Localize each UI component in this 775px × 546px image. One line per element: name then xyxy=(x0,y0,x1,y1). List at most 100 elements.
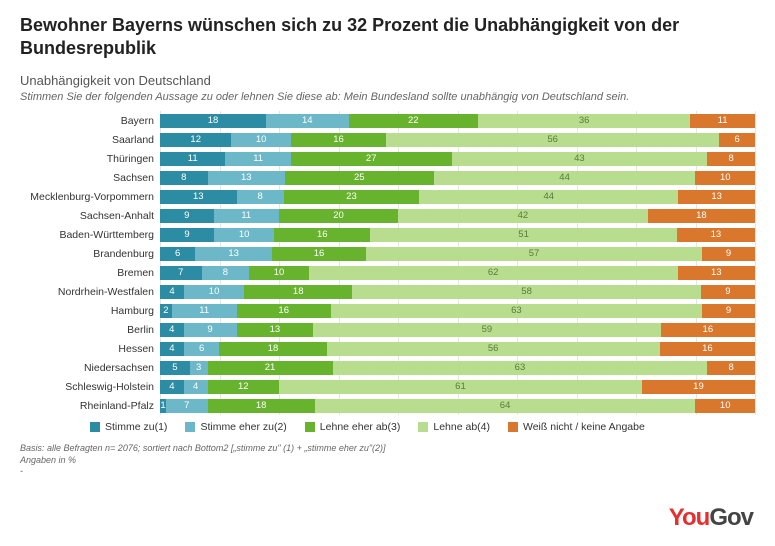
stacked-bar: 910165113 xyxy=(160,228,755,242)
basis-line-1: Basis: alle Befragten n= 2076; sortiert … xyxy=(20,443,755,455)
row-label: Baden-Württemberg xyxy=(20,229,160,241)
bar-segment: 13 xyxy=(678,190,755,204)
bar-segment: 9 xyxy=(702,304,755,318)
bar-segment: 6 xyxy=(160,247,195,261)
bar-segment: 10 xyxy=(214,228,274,242)
bar-segment: 10 xyxy=(695,171,755,185)
legend-label: Stimme eher zu(2) xyxy=(200,421,286,433)
logo-part-1: You xyxy=(669,504,710,531)
bar-segment: 21 xyxy=(208,361,333,375)
bar-segment: 16 xyxy=(661,323,755,337)
table-row: Sachsen813254410 xyxy=(160,168,755,187)
bar-segment: 10 xyxy=(184,285,244,299)
stacked-bar: 121016566 xyxy=(160,133,755,147)
table-row: Saarland121016566 xyxy=(160,130,755,149)
bar-segment: 12 xyxy=(160,133,231,147)
legend-item: Weiß nicht / keine Angabe xyxy=(508,421,645,433)
table-row: Baden-Württemberg910165113 xyxy=(160,225,755,244)
page-title: Bewohner Bayerns wünschen sich zu 32 Pro… xyxy=(20,14,755,59)
bar-segment: 18 xyxy=(160,114,266,128)
legend-item: Lehne ab(4) xyxy=(418,421,490,433)
bar-segment: 10 xyxy=(249,266,309,280)
bar-segment: 63 xyxy=(333,361,708,375)
row-label: Berlin xyxy=(20,324,160,336)
stacked-bar: 5321638 xyxy=(160,361,755,375)
row-label: Brandenburg xyxy=(20,248,160,260)
row-label: Hamburg xyxy=(20,305,160,317)
bar-segment: 13 xyxy=(160,190,237,204)
bar-segment: 20 xyxy=(279,209,398,223)
table-row: Schleswig-Holstein44126119 xyxy=(160,377,755,396)
bar-segment: 43 xyxy=(452,152,708,166)
bar-segment: 3 xyxy=(190,361,208,375)
bar-segment: 11 xyxy=(214,209,279,223)
bar-segment: 11 xyxy=(225,152,290,166)
bar-segment: 23 xyxy=(284,190,419,204)
bar-segment: 2 xyxy=(160,304,172,318)
bar-segment: 6 xyxy=(719,133,755,147)
bar-segment: 56 xyxy=(386,133,719,147)
table-row: Hamburg21116639 xyxy=(160,301,755,320)
bar-segment: 9 xyxy=(160,209,214,223)
row-label: Mecklenburg-Vorpommern xyxy=(20,191,160,203)
table-row: Brandenburg61316579 xyxy=(160,244,755,263)
bar-segment: 25 xyxy=(285,171,434,185)
stacked-bar: 111127438 xyxy=(160,152,755,166)
bar-segment: 10 xyxy=(231,133,291,147)
legend-label: Stimme zu(1) xyxy=(105,421,167,433)
stacked-bar: 78106213 xyxy=(160,266,755,280)
bar-segment: 56 xyxy=(327,342,660,356)
bar-segment: 9 xyxy=(702,247,755,261)
table-row: Hessen46185616 xyxy=(160,339,755,358)
stacked-bar: 813254410 xyxy=(160,171,755,185)
bar-segment: 63 xyxy=(331,304,702,318)
basis-dash: - xyxy=(20,466,755,478)
table-row: Bayern1814223611 xyxy=(160,111,755,130)
bar-segment: 13 xyxy=(678,266,755,280)
legend-swatch xyxy=(418,422,428,432)
row-label: Nordrhein-Westfalen xyxy=(20,286,160,298)
table-row: Rheinland-Pfalz17186410 xyxy=(160,396,755,415)
bar-segment: 4 xyxy=(184,380,208,394)
bar-segment: 9 xyxy=(184,323,237,337)
bar-segment: 8 xyxy=(237,190,284,204)
bar-segment: 4 xyxy=(160,285,184,299)
table-row: Berlin49135916 xyxy=(160,320,755,339)
bar-segment: 27 xyxy=(291,152,452,166)
row-label: Bayern xyxy=(20,115,160,127)
bar-segment: 6 xyxy=(184,342,220,356)
row-label: Hessen xyxy=(20,343,160,355)
bar-segment: 10 xyxy=(695,399,755,413)
table-row: Bremen78106213 xyxy=(160,263,755,282)
bar-segment: 18 xyxy=(208,399,315,413)
bar-segment: 18 xyxy=(648,209,755,223)
chart-legend: Stimme zu(1)Stimme eher zu(2)Lehne eher … xyxy=(90,421,755,433)
bar-segment: 36 xyxy=(478,114,690,128)
legend-swatch xyxy=(185,422,195,432)
bar-segment: 51 xyxy=(370,228,677,242)
row-label: Saarland xyxy=(20,134,160,146)
basis-line-2: Angaben in % xyxy=(20,455,755,467)
bar-segment: 13 xyxy=(237,323,314,337)
stacked-bar: 46185616 xyxy=(160,342,755,356)
bar-segment: 16 xyxy=(274,228,370,242)
chart-subtitle: Unabhängigkeit von Deutschland xyxy=(20,73,755,88)
chart-question: Stimmen Sie der folgenden Aussage zu ode… xyxy=(20,91,755,103)
bar-segment: 18 xyxy=(244,285,352,299)
legend-swatch xyxy=(508,422,518,432)
stacked-bar: 911204218 xyxy=(160,209,755,223)
bar-segment: 22 xyxy=(349,114,479,128)
bar-segment: 64 xyxy=(315,399,696,413)
bar-segment: 11 xyxy=(160,152,225,166)
row-label: Thüringen xyxy=(20,153,160,165)
yougov-logo: YouGov xyxy=(669,504,753,532)
bar-segment: 18 xyxy=(219,342,326,356)
logo-part-2: Gov xyxy=(709,504,753,531)
bar-segment: 58 xyxy=(352,285,701,299)
bar-segment: 4 xyxy=(160,380,184,394)
bar-segment: 9 xyxy=(701,285,755,299)
bar-segment: 8 xyxy=(160,171,208,185)
table-row: Niedersachsen5321638 xyxy=(160,358,755,377)
bar-segment: 8 xyxy=(707,152,755,166)
legend-item: Stimme zu(1) xyxy=(90,421,167,433)
